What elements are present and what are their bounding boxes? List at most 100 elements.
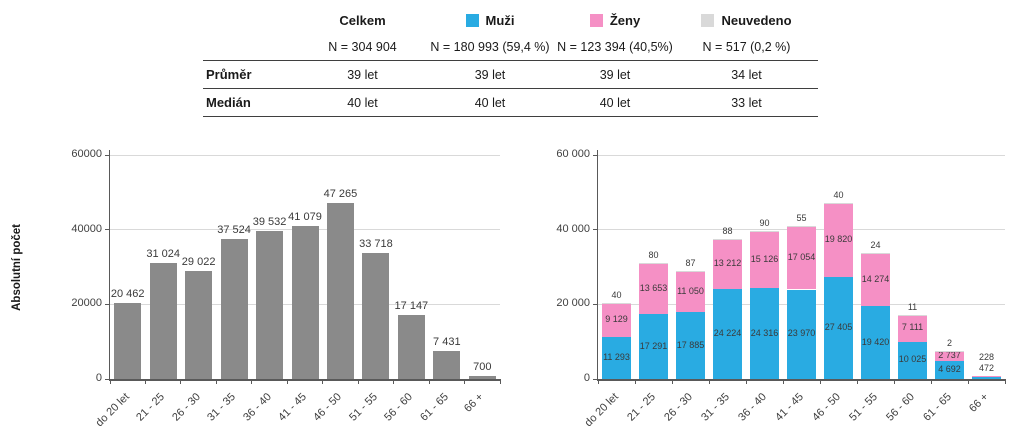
- y-tick-label: 60000: [71, 148, 102, 160]
- bar-segment-muzi: [639, 314, 668, 379]
- bar-value-label: 13 212: [713, 257, 742, 268]
- bar-segment-neuvedeno: [639, 263, 668, 265]
- bar-value-label: 2 737: [938, 350, 961, 361]
- x-tick: [322, 379, 324, 384]
- bar-segment-zeny: [935, 351, 964, 362]
- bar-segment-zeny: [824, 202, 853, 277]
- bar-segment-neuvedeno: [787, 225, 816, 227]
- bar-segment-zeny: [787, 225, 816, 290]
- bar: [397, 314, 425, 379]
- bar-value-label: 24: [870, 240, 881, 251]
- x-tick: [357, 379, 359, 384]
- x-category-label: 31 - 35: [205, 390, 238, 424]
- column-header-zeny: Ženy: [555, 13, 675, 28]
- bar-value-label: 29 022: [181, 255, 216, 268]
- bar-value-label: 20 462: [110, 287, 145, 300]
- x-category-label: 51 - 55: [347, 390, 380, 424]
- bar-value-label: 472: [978, 363, 995, 374]
- x-tick: [1004, 379, 1006, 384]
- bar-segment-muzi: [602, 336, 631, 379]
- bar: [468, 376, 496, 379]
- bar-segment-zeny: [861, 253, 890, 307]
- bar-value-label: 80: [648, 250, 659, 261]
- bar-value-label: 15 126: [750, 253, 779, 264]
- bar-value-label: 228: [978, 352, 995, 363]
- bar-value-label: 90: [759, 218, 770, 229]
- x-tick: [819, 379, 821, 384]
- bar-value-label: 55: [796, 212, 807, 223]
- x-tick: [967, 379, 969, 384]
- bar-value-label: 17 054: [787, 251, 816, 262]
- muzi-legend-swatch: [465, 13, 479, 27]
- x-tick: [930, 379, 932, 384]
- bar-segment-neuvedeno: [824, 202, 853, 204]
- bar-segment-zeny: [750, 231, 779, 289]
- bar-segment-neuvedeno: [898, 314, 927, 316]
- y-tick-label: 40 000: [556, 222, 590, 235]
- summary-table: Celkem Muži Ženy Neuvedeno N = 304 904 N…: [203, 6, 818, 117]
- x-category-label: 51 - 55: [846, 390, 880, 424]
- bar-segment-neuvedeno: [935, 351, 964, 353]
- bar-segment-muzi: [898, 341, 927, 379]
- n-muzi: N = 180 993 (59,4 %): [430, 40, 550, 54]
- bar-value-label: 2: [946, 338, 952, 349]
- column-header-celkem: Celkem: [300, 13, 425, 28]
- bar-value-label: 27 405: [824, 321, 853, 332]
- bar-value-label: 14 274: [861, 273, 890, 284]
- x-tick: [180, 379, 182, 384]
- bar-value-label: 37 524: [217, 223, 251, 236]
- bar-value-label: 40: [833, 189, 844, 200]
- bar: [291, 225, 319, 379]
- y-tick-label: 60 000: [556, 148, 590, 160]
- column-header-muzi: Muži: [425, 13, 555, 28]
- x-category-label: 31 - 35: [698, 390, 732, 424]
- y-tick: [105, 378, 110, 380]
- bar-value-label: 39 532: [252, 216, 287, 229]
- table-cell: 33 let: [731, 95, 762, 110]
- y-tick: [593, 378, 598, 380]
- x-category-label: 26 - 30: [169, 390, 203, 424]
- y-tick-label: 40000: [71, 222, 102, 235]
- x-tick: [109, 379, 111, 384]
- x-category-label: 61 - 65: [417, 390, 451, 424]
- x-category-label: 56 - 60: [382, 390, 416, 424]
- bar-value-label: 11 050: [677, 285, 704, 296]
- x-category-label: 46 - 50: [311, 390, 345, 424]
- y-tick: [105, 229, 110, 231]
- row-label: Medián: [206, 95, 251, 110]
- table-cell: 39 let: [599, 67, 631, 82]
- bar: [326, 202, 354, 379]
- bar-value-label: 24 224: [713, 327, 742, 338]
- x-tick: [671, 379, 673, 384]
- bar: [256, 231, 284, 379]
- bar-segment-muzi: [787, 289, 816, 379]
- table-cell: 40 let: [599, 95, 631, 110]
- n-zeny: N = 123 394 (40,5%): [557, 40, 673, 54]
- bar-segment-zeny: [972, 376, 1001, 378]
- x-tick: [393, 379, 395, 384]
- bar-segment-muzi: [861, 306, 890, 379]
- x-category-label: 21 - 25: [134, 390, 168, 424]
- neuvedeno-legend-swatch: [701, 13, 715, 27]
- n-neuvedeno: N = 517 (0,2 %): [702, 40, 791, 54]
- x-category-label: 36 - 40: [240, 390, 274, 424]
- bar-segment-muzi: [713, 288, 742, 379]
- x-tick: [856, 379, 858, 384]
- table-n-row: N = 304 904 N = 180 993 (59,4 %) N = 123…: [203, 34, 818, 60]
- bar-value-label: 47 265: [323, 187, 358, 200]
- x-tick: [745, 379, 747, 384]
- gridline: [110, 303, 500, 305]
- bar-segment-zeny: [713, 239, 742, 289]
- y-tick: [105, 303, 110, 305]
- bar-segment-muzi: [935, 361, 964, 379]
- bar-value-label: 13 653: [639, 282, 668, 293]
- table-row-median: Medián 40 let 40 let 40 let 33 let: [203, 88, 818, 117]
- y-axis-title-text: Absolutní počet: [11, 223, 23, 311]
- bar: [185, 270, 213, 379]
- x-category-label: 41 - 45: [276, 390, 309, 424]
- bar-value-label: 41 079: [288, 210, 322, 223]
- gridline: [110, 154, 500, 156]
- bar-segment-zeny: [898, 315, 927, 342]
- gridline: [598, 229, 1005, 231]
